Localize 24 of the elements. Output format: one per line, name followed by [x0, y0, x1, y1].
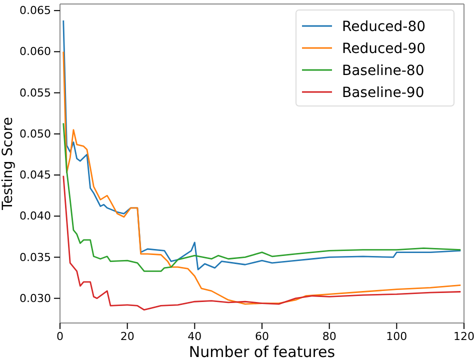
legend-label: Reduced-80 [342, 19, 426, 35]
y-tick-label: 0.060 [20, 45, 51, 58]
y-tick-label: 0.030 [20, 292, 51, 305]
line-series [62, 122, 462, 272]
y-tick-label: 0.035 [20, 250, 51, 264]
y-tick-label: 0.055 [20, 86, 51, 100]
legend-label: Baseline-90 [342, 85, 424, 101]
line-series [62, 175, 462, 311]
x-tick-label: 40 [188, 330, 202, 343]
y-axis-title: Testing Score [0, 117, 16, 211]
legend-label: Reduced-90 [342, 41, 426, 57]
x-tick-label: 0 [56, 330, 64, 343]
line-series [62, 20, 462, 270]
y-tick-label: 0.065 [20, 4, 51, 18]
legend-label: Baseline-80 [342, 63, 424, 79]
y-tick-label: 0.045 [20, 168, 51, 182]
x-tick-label: 60 [255, 330, 269, 343]
x-tick-label: 80 [322, 330, 336, 343]
x-axis-title: Number of features [188, 343, 336, 361]
x-tick-label: 20 [120, 330, 134, 343]
y-tick-label: 0.040 [20, 210, 51, 223]
x-tick-label: 120 [454, 330, 474, 343]
x-tick-label: 100 [386, 330, 408, 343]
y-tick-label: 0.050 [20, 127, 51, 140]
